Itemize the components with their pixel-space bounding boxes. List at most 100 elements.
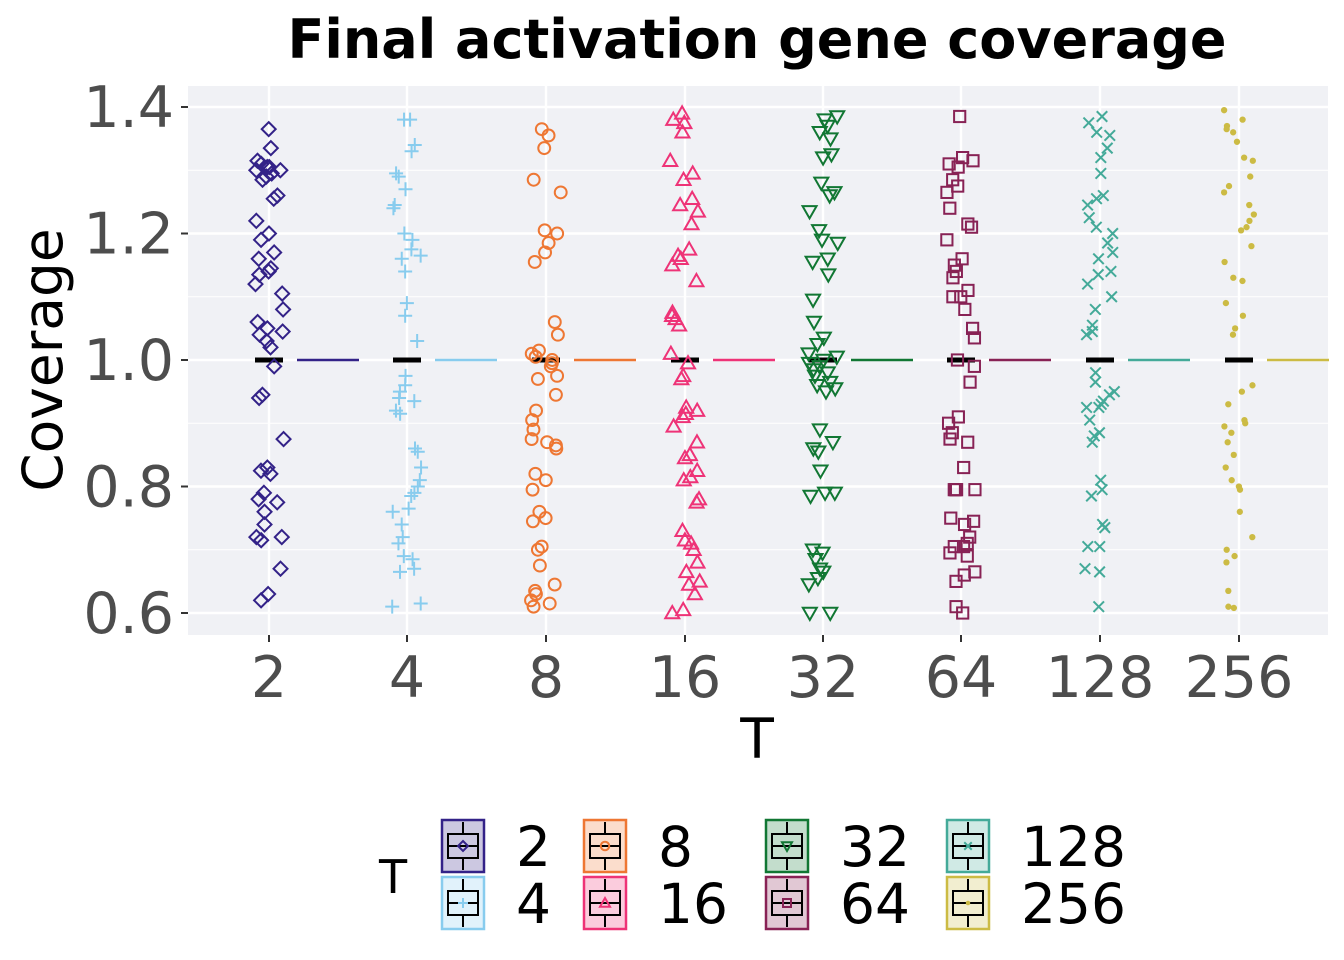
data-point (1231, 325, 1239, 332)
data-point (967, 331, 982, 345)
data-point (393, 564, 408, 579)
data-point (663, 256, 682, 272)
data-point (265, 357, 283, 375)
data-point (407, 561, 422, 576)
data-point (252, 462, 270, 480)
legend-label: 16 (658, 872, 728, 936)
data-point (1106, 227, 1119, 240)
data-point (407, 485, 422, 500)
data-point (1240, 154, 1248, 161)
x-tick-label: 256 (1185, 645, 1294, 711)
data-point (1103, 129, 1116, 142)
data-point (1242, 420, 1249, 427)
data-point (252, 231, 270, 249)
x-tick-label: 128 (1046, 645, 1155, 711)
data-point (401, 501, 416, 516)
data-point (1094, 167, 1107, 180)
data-point (252, 591, 270, 609)
legend-key-symbol (963, 841, 973, 851)
data-point (262, 338, 279, 356)
data-point (1236, 486, 1244, 493)
data-point (942, 157, 956, 171)
data-point (1230, 274, 1237, 281)
data-point (553, 185, 568, 200)
data-point (268, 493, 286, 511)
x-tick-label: 8 (528, 645, 564, 711)
data-point (1223, 546, 1230, 553)
data-point (828, 236, 847, 253)
data-point (391, 536, 406, 551)
data-point (1081, 540, 1094, 553)
data-point (538, 473, 553, 488)
data-point (1079, 562, 1091, 575)
legend-title: T (378, 850, 408, 904)
data-point (964, 220, 979, 234)
y-tick-label: 0.8 (83, 455, 174, 521)
legend-item-2: 2 (440, 815, 551, 879)
data-point (410, 479, 425, 494)
data-point (687, 271, 706, 288)
data-point (1097, 189, 1110, 202)
data-point (526, 172, 541, 187)
data-point (803, 255, 822, 271)
data-point (1101, 142, 1114, 155)
data-point (1080, 328, 1093, 341)
data-point (252, 531, 270, 549)
data-point (821, 606, 839, 623)
series-8 (524, 122, 568, 614)
data-point (663, 306, 681, 322)
data-point (396, 549, 411, 564)
data-point (1089, 376, 1102, 389)
data-point (398, 264, 413, 279)
data-point (819, 366, 837, 382)
data-point (1250, 211, 1257, 218)
legend-label: 2 (516, 815, 551, 879)
data-point (951, 160, 965, 174)
data-point (262, 139, 280, 157)
data-point (949, 574, 963, 588)
data-point (393, 406, 408, 421)
data-point (809, 445, 828, 461)
data-point (811, 562, 829, 578)
data-point (690, 572, 709, 588)
data-point (1094, 151, 1107, 164)
data-point (250, 389, 268, 407)
data-point (686, 585, 704, 601)
data-point (1092, 401, 1105, 414)
legend-key-symbol (780, 841, 794, 854)
data-point (949, 483, 963, 497)
data-point (1104, 265, 1117, 278)
data-point (956, 539, 971, 554)
data-point (819, 268, 838, 284)
data-point (541, 128, 556, 143)
legend-label: 8 (658, 815, 693, 879)
data-point (525, 514, 540, 529)
data-point (816, 486, 834, 502)
data-point (1231, 552, 1238, 560)
data-point (1081, 278, 1094, 291)
series-64 (940, 109, 982, 620)
data-point (405, 552, 420, 567)
data-point (672, 369, 691, 386)
data-point (940, 233, 954, 247)
data-point (1249, 382, 1256, 389)
legend-key-symbol (456, 839, 470, 853)
data-point (398, 308, 413, 323)
data-point (538, 511, 553, 526)
data-point (810, 224, 828, 240)
data-point (550, 368, 565, 383)
data-point (413, 248, 428, 263)
data-point (1221, 423, 1228, 430)
data-point (394, 251, 409, 266)
data-point (272, 560, 289, 578)
data-point (1222, 464, 1229, 471)
data-point (542, 596, 557, 611)
data-point (806, 552, 825, 569)
data-point (944, 511, 958, 525)
data-point (1228, 477, 1235, 484)
data-point (1083, 414, 1096, 427)
data-point (413, 596, 428, 611)
data-point (1096, 110, 1108, 123)
data-point (800, 578, 818, 594)
